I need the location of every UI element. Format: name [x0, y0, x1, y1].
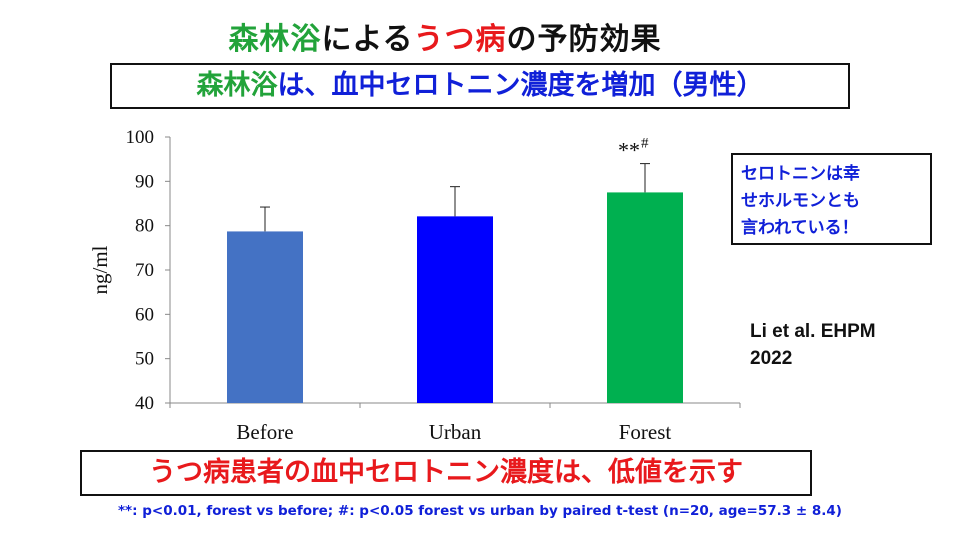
title-depression: うつ病 — [413, 22, 507, 57]
serotonin-note-box: セロトニンは幸 せホルモンとも 言われている！ — [731, 153, 932, 245]
subtitle-text: は、血中セロトニン濃度を増加（男性） — [277, 70, 764, 101]
title-prevention-effect: の予防効果 — [506, 22, 662, 57]
y-tick-label: 60 — [135, 304, 154, 325]
y-axis-label: ng/ml — [88, 245, 112, 294]
note-line-3: 言われている！ — [741, 218, 859, 238]
note-line-1: セロトニンは幸 — [741, 164, 860, 184]
bar-before — [227, 231, 303, 403]
subtitle-box: 森林浴は、血中セロトニン濃度を増加（男性） — [110, 63, 850, 109]
subtitle-forest-bathing: 森林浴 — [196, 70, 278, 101]
citation: Li et al. EHPM 2022 — [750, 318, 876, 372]
chart-labels: 40 50 60 70 80 90 100 ng/ml Before Urban Forest ** # — [88, 127, 671, 444]
page-title: 森林浴によるうつ病の予防効果 — [0, 14, 890, 58]
title-forest-bathing: 森林浴 — [228, 22, 322, 57]
x-tick-label-urban: Urban — [429, 420, 482, 444]
chart-bars — [227, 163, 683, 403]
significance-hash: # — [641, 136, 649, 152]
significance-stars: ** — [618, 138, 640, 163]
citation-line-2: 2022 — [750, 348, 793, 369]
y-tick-label: 100 — [126, 127, 155, 148]
y-tick-label: 80 — [135, 216, 154, 237]
footnote: **: p<0.01, forest vs before; #: p<0.05 … — [118, 503, 842, 519]
y-tick-label: 70 — [135, 260, 154, 281]
bar-forest — [607, 192, 683, 403]
citation-line-1: Li et al. EHPM — [750, 321, 876, 342]
x-tick-label-before: Before — [236, 420, 293, 444]
bottom-banner: うつ病患者の血中セロトニン濃度は、低値を示す — [80, 450, 812, 496]
y-tick-label: 40 — [135, 393, 154, 414]
bar-urban — [417, 216, 493, 403]
x-tick-label-forest: Forest — [619, 420, 672, 444]
y-tick-label: 90 — [135, 171, 154, 192]
note-line-2: せホルモンとも — [741, 191, 860, 211]
title-by: による — [321, 22, 414, 57]
y-tick-label: 50 — [135, 349, 154, 370]
